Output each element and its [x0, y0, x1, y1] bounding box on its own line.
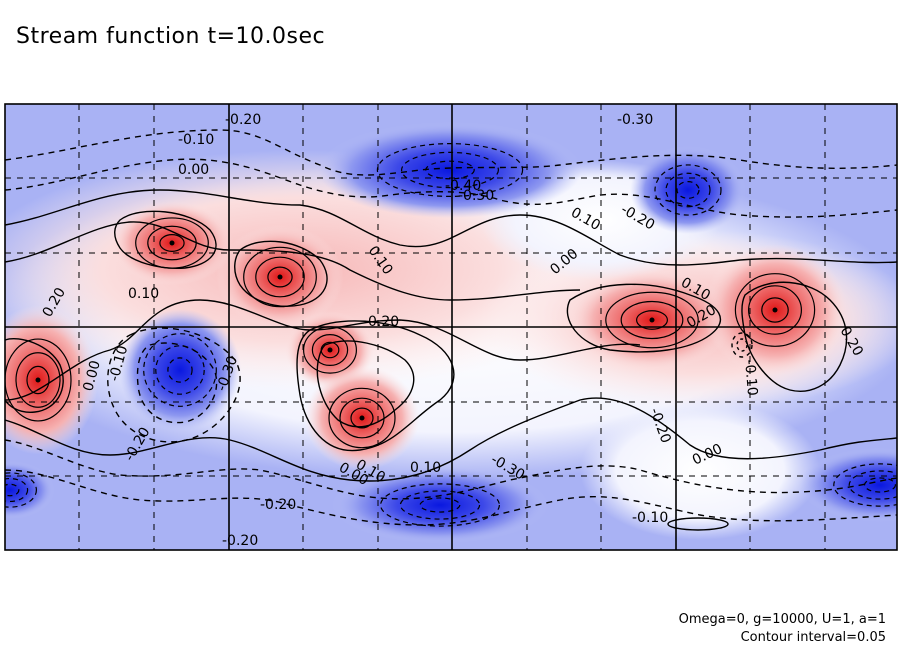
- contour-label-0: -0.20: [225, 112, 261, 128]
- negative-extremum-7: [318, 122, 582, 218]
- extremum-ring-11-2: [848, 470, 897, 500]
- contour-label-8: 0.00: [80, 359, 104, 393]
- contour-neg-bottom2: [5, 439, 897, 500]
- extremum-ring-12-3: [5, 472, 37, 508]
- extremum-ring-11-1: [863, 477, 896, 493]
- contour-label-28: 0.10: [410, 460, 441, 476]
- contour-neg-top2: [5, 158, 897, 218]
- white-patch-bottom: [580, 400, 820, 540]
- extremum-ring-7-2: [401, 151, 500, 189]
- extremum-ring-10-1: [419, 497, 461, 513]
- extremum-ring-12-2: [5, 477, 29, 503]
- contour-pos-center2: [316, 340, 415, 428]
- extremum-ring-4-1: [350, 407, 374, 429]
- contour-pos-right2: [741, 281, 848, 392]
- contour-oval-bottom: [667, 517, 729, 531]
- contour-label-5: 0.10: [128, 286, 159, 302]
- extremum-ring-8-1: [676, 181, 700, 199]
- extremum-ring-5-3: [605, 291, 699, 349]
- contour-pos-midblob: [234, 240, 328, 307]
- contour-neg-left-blob2: [136, 342, 218, 424]
- contour-label-30: -0.10: [632, 510, 668, 526]
- contour-labels: -0.20-0.100.000.20 0.100.200.100.00 -0.10-…: [40, 112, 866, 549]
- positive-extremum-0: [5, 305, 98, 455]
- contour-label-1: -0.10: [178, 132, 214, 148]
- extremum-ring-0-2: [15, 352, 61, 408]
- extremum-center-6: [772, 307, 778, 313]
- extremum-ring-10-3: [380, 483, 501, 527]
- extremum-ring-5-2: [620, 300, 684, 340]
- extremum-center-2: [277, 274, 283, 280]
- contour-label-14: -0.20: [260, 497, 296, 513]
- contour-zero-upper: [5, 189, 897, 266]
- extremum-center-3: [327, 347, 333, 353]
- extremum-ring-2-2: [255, 256, 305, 298]
- extremum-ring-7-3: [376, 143, 524, 198]
- extremum-ring-8-3: [654, 164, 722, 216]
- contour-label-15: -0.20: [222, 533, 258, 549]
- grid-dashed: [5, 104, 897, 550]
- extremum-center-0: [35, 377, 41, 383]
- contour-zero-lower: [5, 397, 897, 482]
- negative-extremum-8: [630, 146, 746, 234]
- extremum-ring-9-1: [167, 357, 193, 383]
- extremum-ring-5-1: [635, 310, 668, 330]
- extremum-ring-2-1: [267, 266, 293, 288]
- footer-contour-interval: Contour interval=0.05: [740, 630, 886, 645]
- extremum-ring-0-1: [26, 365, 50, 395]
- extremum-center-1: [169, 240, 175, 246]
- contour-lines: [5, 129, 897, 531]
- negative-extremum-11: [799, 448, 897, 522]
- extremum-center-5: [649, 317, 655, 323]
- contour-pos-leftblob: [114, 210, 217, 270]
- grid-solid: [4, 103, 898, 551]
- extremum-ring-1-1: [159, 234, 185, 252]
- contour-label-6: 0.20: [368, 314, 399, 330]
- extremum-ring-6-3: [734, 273, 816, 347]
- contour-label-17: -0.30: [458, 188, 494, 204]
- extremum-ring-8-2: [665, 172, 711, 208]
- chart-title: Stream function t=10.0sec: [16, 24, 326, 49]
- contour-small-ring2: [736, 338, 748, 352]
- negative-extrema: [5, 122, 897, 544]
- extremum-ring-6-1: [761, 297, 789, 323]
- extremum-ring-4-3: [328, 387, 396, 449]
- contour-pos-right: [566, 283, 722, 353]
- extremum-ring-0-3: [5, 338, 72, 422]
- extremum-ring-10-2: [399, 490, 481, 520]
- extremum-ring-3-2: [311, 334, 349, 367]
- negative-extremum-10: [332, 466, 548, 544]
- negative-extremum-9: [118, 308, 242, 432]
- contour-small-ring: [731, 332, 753, 358]
- extremum-ring-11-3: [833, 463, 897, 507]
- contour-label-25: -0.10: [741, 359, 760, 396]
- contour-pos-farleft: [5, 338, 64, 413]
- contour-neg-bottom: [5, 469, 897, 526]
- extremum-ring-9-2: [155, 345, 205, 395]
- extremum-center-4: [359, 415, 365, 421]
- contour-label-18: -0.30: [617, 112, 653, 128]
- contour-label-2: 0.00: [178, 162, 209, 178]
- footer-parameters: Omega=0, g=10000, U=1, a=1: [678, 612, 886, 627]
- extremum-ring-12-1: [5, 483, 20, 497]
- contour-label-16: -0.40: [445, 178, 481, 194]
- extremum-ring-6-2: [747, 285, 802, 335]
- extremum-ring-9-3: [143, 333, 217, 407]
- contour-pos-center: [296, 320, 455, 452]
